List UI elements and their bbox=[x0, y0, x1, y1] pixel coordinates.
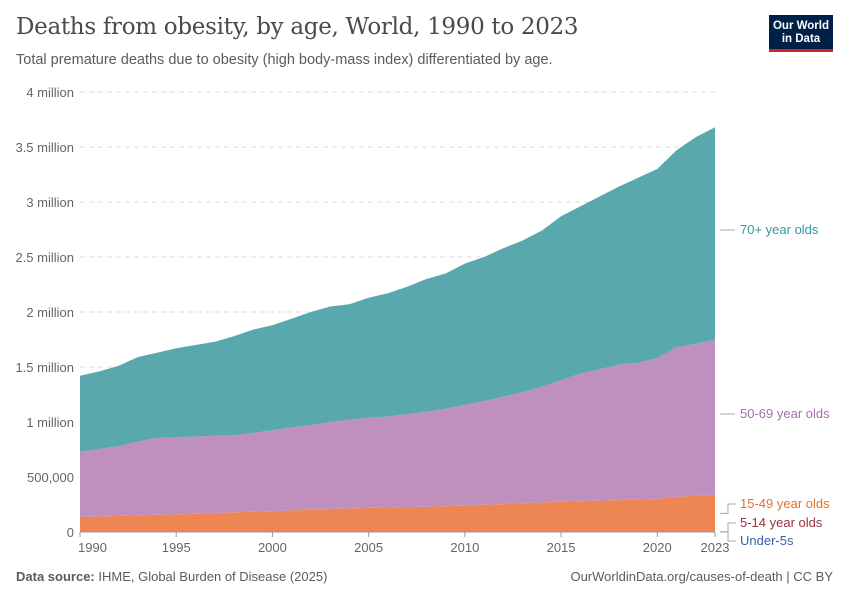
x-tick-label: 2005 bbox=[354, 540, 383, 555]
x-tick-label: 1990 bbox=[78, 540, 107, 555]
owid-logo[interactable]: Our World in Data bbox=[769, 15, 833, 52]
y-tick-label: 4 million bbox=[26, 85, 74, 100]
legend-connector bbox=[720, 522, 736, 533]
legend-label: 70+ year olds bbox=[740, 222, 819, 237]
y-tick-label: 1.5 million bbox=[15, 360, 74, 375]
legend-label: 15-49 year olds bbox=[740, 496, 830, 511]
chart-title: Deaths from obesity, by age, World, 1990… bbox=[16, 14, 579, 40]
legend-label: Under-5s bbox=[740, 533, 794, 548]
legend-label: 5-14 year olds bbox=[740, 515, 823, 530]
area-50-69-year-olds bbox=[80, 339, 715, 517]
data-source: Data source: IHME, Global Burden of Dise… bbox=[16, 569, 327, 584]
area-15-49-year-olds bbox=[80, 495, 715, 532]
logo-line-1: Our World bbox=[772, 20, 829, 32]
x-tick-label: 2010 bbox=[450, 540, 479, 555]
y-tick-label: 2.5 million bbox=[15, 250, 74, 265]
x-tick-label: 2020 bbox=[643, 540, 672, 555]
legend-connector bbox=[720, 503, 736, 514]
chart-subtitle: Total premature deaths due to obesity (h… bbox=[16, 52, 553, 68]
x-tick-label: 2023 bbox=[701, 540, 730, 555]
x-tick-label: 1995 bbox=[162, 540, 191, 555]
legend-label: 50-69 year olds bbox=[740, 406, 830, 421]
logo-line-2: in Data bbox=[781, 33, 821, 45]
y-tick-label: 2 million bbox=[26, 305, 74, 320]
y-tick-label: 3.5 million bbox=[15, 140, 74, 155]
y-tick-label: 1 million bbox=[26, 415, 74, 430]
y-tick-label: 500,000 bbox=[27, 470, 74, 485]
x-tick-label: 2000 bbox=[258, 540, 287, 555]
y-tick-label: 3 million bbox=[26, 195, 74, 210]
data-source-link[interactable]: IHME, Global Burden of Disease (2025) bbox=[98, 569, 328, 584]
y-tick-label: 0 bbox=[67, 525, 74, 540]
footer-url[interactable]: OurWorldinData.org/causes-of-death | CC … bbox=[570, 569, 833, 584]
x-tick-label: 2015 bbox=[547, 540, 576, 555]
area-70-year-olds bbox=[80, 127, 715, 452]
data-source-label: Data source: bbox=[16, 569, 95, 584]
